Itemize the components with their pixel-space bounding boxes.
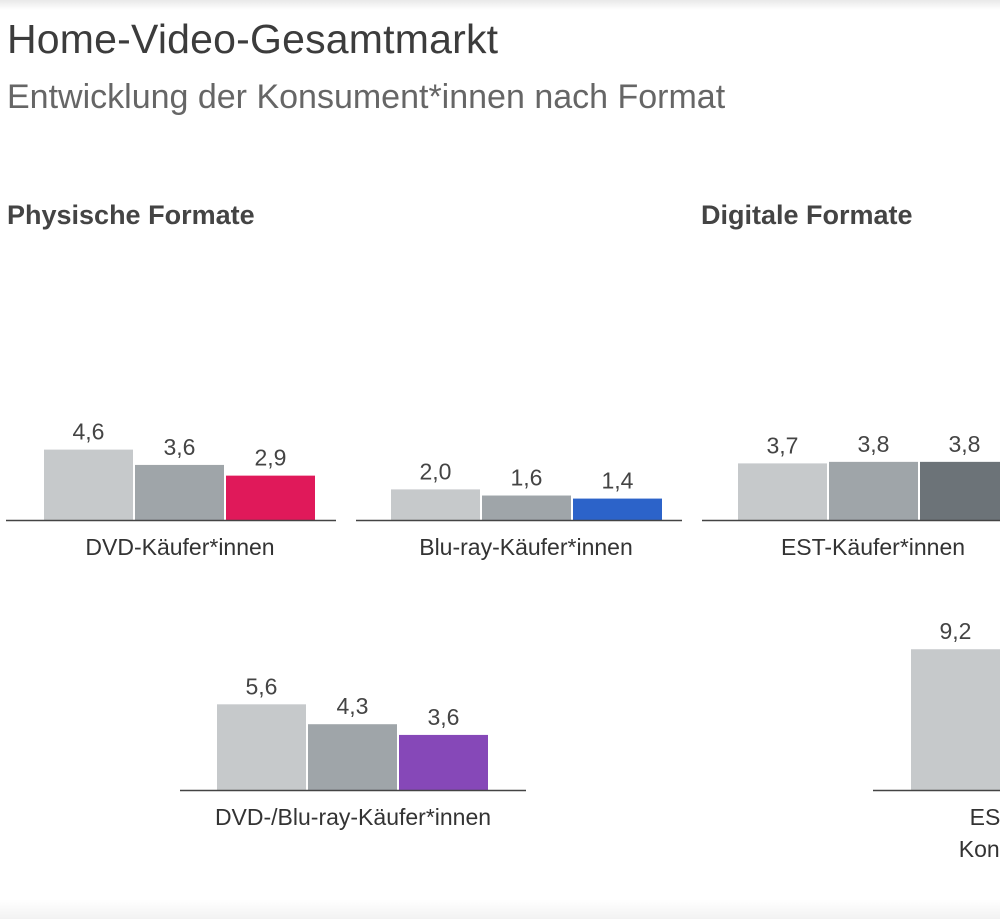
bar-dvd-1 <box>44 449 133 520</box>
data-label-dvd-3: 2,9 <box>255 445 287 471</box>
data-label-dvd-bluray-2: 4,3 <box>337 693 369 719</box>
section-heading-physical: Physische Formate <box>7 200 255 230</box>
data-label-dvd-1: 4,6 <box>73 419 105 445</box>
bar-bluray-1 <box>391 489 480 520</box>
bar-est-2 <box>829 461 918 520</box>
bar-bluray-2 <box>482 495 571 520</box>
bar-dvd-bluray-3 <box>399 734 488 790</box>
data-label-dvd-bluray-1: 5,6 <box>246 673 278 699</box>
category-label-est-kons-line-2: Kons <box>959 836 1000 862</box>
category-label-est: EST-Käufer*innen <box>781 534 965 560</box>
data-label-est-2: 3,8 <box>858 431 890 457</box>
bar-dvd-3 <box>226 475 315 520</box>
bar-est-3 <box>920 461 1000 520</box>
data-label-bluray-2: 1,6 <box>511 465 543 491</box>
bar-est-1 <box>738 463 827 520</box>
data-label-est-kons-1: 9,2 <box>940 618 972 644</box>
section-heading-digital: Digitale Formate <box>701 200 913 230</box>
page-subtitle: Entwicklung der Konsument*innen nach For… <box>7 78 726 116</box>
category-label-bluray: Blu-ray-Käufer*innen <box>419 534 633 560</box>
bar-bluray-3 <box>573 498 662 520</box>
bottom-shadow <box>0 900 1000 919</box>
data-label-est-1: 3,7 <box>767 432 799 458</box>
data-label-dvd-bluray-3: 3,6 <box>428 704 460 730</box>
bar-dvd-bluray-1 <box>217 704 306 790</box>
page-title: Home-Video-Gesamtmarkt <box>7 16 499 62</box>
data-label-dvd-2: 3,6 <box>164 434 196 460</box>
category-label-est-kons-line-1: ES <box>970 804 1000 830</box>
top-rule <box>0 0 1000 10</box>
bar-dvd-bluray-2 <box>308 724 397 790</box>
data-label-bluray-3: 1,4 <box>602 468 634 494</box>
bar-dvd-2 <box>135 464 224 520</box>
data-label-bluray-1: 2,0 <box>420 458 452 484</box>
category-label-dvd: DVD-Käufer*innen <box>85 534 274 560</box>
data-label-est-3: 3,8 <box>949 431 981 457</box>
bar-est-kons-1 <box>911 649 1000 790</box>
category-label-dvd-bluray: DVD-/Blu-ray-Käufer*innen <box>215 804 491 830</box>
